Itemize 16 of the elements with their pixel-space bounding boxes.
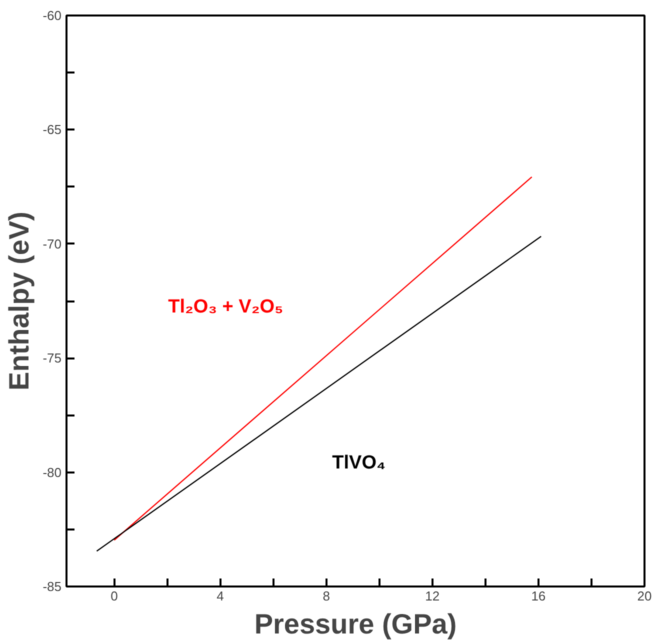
x-tick-label: 20	[637, 588, 652, 604]
x-tick-label: 16	[531, 588, 546, 604]
x-axis-title: Pressure (GPa)	[254, 608, 457, 640]
x-tick-label: 8	[322, 588, 330, 604]
y-axis-title: Enthalpy (eV)	[4, 212, 35, 390]
text: TlVO₄	[332, 452, 386, 474]
x-tick-label: 4	[216, 588, 224, 604]
y-tick-label: -65	[42, 122, 62, 138]
x-tick-label: 0	[110, 588, 118, 604]
y-tick-label: -70	[42, 236, 62, 252]
y-tick-label: -75	[42, 350, 62, 366]
y-tick-label: -85	[42, 579, 62, 594]
y-tick-label: -80	[42, 464, 62, 480]
y-tick-label: -60	[42, 8, 62, 23]
x-tick-label: 12	[425, 588, 440, 604]
text: Tl₂O₃ + V₂O₅	[168, 296, 284, 318]
